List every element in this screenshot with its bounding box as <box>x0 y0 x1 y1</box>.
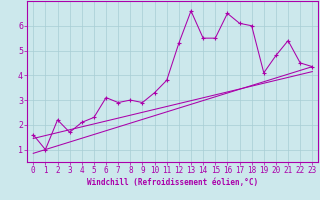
X-axis label: Windchill (Refroidissement éolien,°C): Windchill (Refroidissement éolien,°C) <box>87 178 258 187</box>
